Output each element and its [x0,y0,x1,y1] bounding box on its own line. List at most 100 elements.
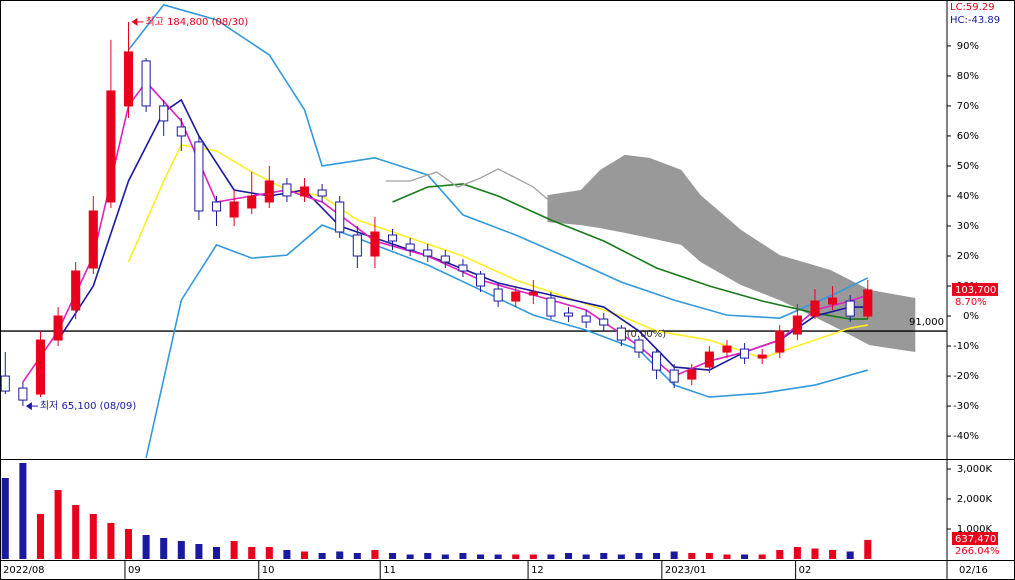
volume-bar [424,553,432,559]
candle-body [299,186,310,197]
volume-bar [160,538,168,559]
candle-body [18,387,28,401]
candle-body [564,312,574,317]
volume-bar [477,554,485,559]
candle-body [863,289,873,317]
volume-bar [283,550,291,559]
volume-tag-bg [952,532,998,545]
y-tick-label: -40% [953,431,979,442]
y-tick-label: 20% [957,251,979,262]
candle-body [53,315,63,341]
volume-bar [670,551,678,559]
volume-bar [248,547,256,559]
candle-body [546,297,556,317]
candle-body [599,318,609,326]
candle-body [229,201,239,218]
indicator-line [385,168,552,203]
volume-bar [318,553,326,559]
annotation-label: (0.00%) [627,329,667,340]
volume-bar [459,553,467,559]
volume-bar [705,553,713,559]
candle-body [88,210,98,269]
candle-body [423,249,433,257]
candle-body [141,60,151,107]
candle-body [282,183,292,197]
volume-bar [300,551,309,559]
volume-bar [107,523,115,559]
y-tick-label: 70% [957,101,979,112]
annotation-arrow [25,402,32,411]
x-tick-label: 09 [128,565,141,576]
candle-body [211,201,222,212]
y-tick-label: -10% [953,341,979,352]
candle-body [352,234,362,257]
candle-body [810,300,820,317]
volume-bar [529,554,537,559]
volume-bar [741,554,749,559]
candle-body [0,375,10,392]
y-tick-label: 80% [957,71,979,82]
candle-body [335,201,345,233]
x-tick-label: 2023/01 [665,565,707,576]
indicator-line [127,3,869,319]
volume-bar [864,539,872,559]
candle-body [176,126,186,137]
y-tick-label: 40% [957,191,979,202]
volume-bar [582,554,590,559]
x-tick-label: 11 [383,565,396,576]
candle-body [106,90,116,203]
volume-bar [512,554,520,559]
volume-bar [600,553,608,559]
volume-bar [177,541,185,559]
candle-body [528,291,538,296]
candle-body [317,189,327,197]
indicator-value: HC:-43.89 [950,15,1000,26]
annotation-arrow [131,17,138,26]
volume-bar [195,544,203,559]
candle-body [493,288,503,302]
volume-tag: 637,470 [955,534,996,545]
volume-change: 266.04% [955,546,1000,557]
volume-bar [547,554,555,559]
y-tick-label: 50% [957,161,979,172]
y-tick-label: 0% [963,311,979,322]
volume-bar [565,553,573,559]
volume-bar [494,554,502,559]
volume-bar [212,547,221,559]
volume-bar [230,541,238,559]
candle-body [634,339,644,353]
candle-body [123,51,134,107]
volume-bar [829,550,837,559]
price-tag [952,282,998,296]
volume-bar [371,550,379,559]
candle-body [458,264,468,272]
volume-tick-label: 1,000K [957,524,993,535]
candle-body [792,315,802,335]
candle-body [828,297,838,305]
volume-bar [353,553,361,559]
volume-bar [635,553,643,559]
volume-bar [811,548,819,559]
candle-body [440,255,450,263]
candle-body [669,369,679,383]
candle-body [71,270,81,311]
candle-body [194,141,204,212]
y-tick-label: -30% [953,401,979,412]
candle-body [652,351,662,371]
candle-body [722,345,732,353]
volume-tick-label: 2,000K [957,494,993,505]
volume-bar [142,535,150,559]
volume-bar [19,463,27,559]
volume-bar [723,554,731,559]
candle-body [264,180,274,203]
candle-body [616,327,626,341]
candle-body [405,243,415,251]
volume-bar [54,490,62,559]
volume-bar [617,554,625,559]
annotation-label: 최저 65,100 (08/09) [40,400,136,412]
candle-body [247,195,257,209]
candle-body [687,369,697,380]
indicator-value: LC:59.29 [950,2,995,13]
candle-body [475,273,486,287]
